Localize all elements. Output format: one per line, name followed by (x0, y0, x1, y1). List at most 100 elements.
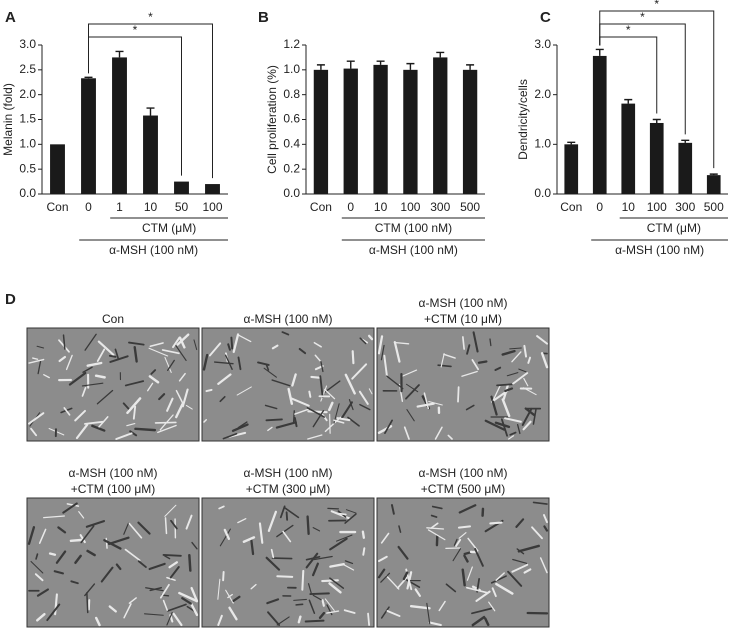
cell (324, 380, 341, 393)
cell (148, 347, 169, 357)
cell (531, 526, 543, 540)
cell (404, 578, 421, 588)
cell (157, 424, 177, 434)
cell (471, 615, 486, 627)
cell (494, 421, 511, 429)
cell (265, 418, 283, 422)
cell (401, 369, 418, 378)
cell (532, 501, 548, 505)
cell (107, 536, 130, 546)
cell (150, 369, 157, 375)
cell (462, 336, 465, 350)
cell (279, 505, 286, 519)
cell (74, 409, 86, 422)
cell (62, 502, 78, 514)
cell (166, 576, 176, 581)
cell (43, 374, 50, 379)
cell (301, 569, 305, 591)
cell (222, 432, 238, 440)
cell (329, 577, 345, 589)
significance-label: * (654, 0, 659, 11)
cell (428, 621, 442, 627)
cell (128, 597, 137, 604)
cell (167, 359, 175, 372)
y-axis-label: Dendricity/cells (516, 79, 530, 160)
micrograph-caption: α-MSH (100 nM) (419, 466, 508, 480)
cell (489, 521, 503, 525)
cell (511, 351, 522, 363)
cell (276, 524, 294, 538)
cell (377, 568, 386, 579)
cell (396, 576, 408, 589)
error-bar (316, 64, 325, 70)
cell (167, 603, 187, 612)
cell (169, 565, 180, 579)
cell (490, 575, 507, 584)
cell (507, 570, 523, 587)
significance-bracket (88, 36, 182, 176)
cell (178, 591, 198, 603)
cell (336, 534, 353, 542)
cell (467, 537, 479, 552)
panel-label: D (5, 291, 16, 308)
error-bar (346, 60, 355, 69)
cell (97, 340, 115, 356)
y-tick-label: 0.0 (534, 186, 551, 200)
cell (463, 554, 469, 563)
cell (501, 349, 516, 356)
cell (351, 363, 368, 380)
cell (511, 563, 529, 573)
bar (205, 184, 220, 194)
error-bar (376, 60, 385, 65)
cell (159, 583, 170, 599)
cell (345, 509, 357, 514)
cell (437, 364, 452, 368)
cell (203, 419, 208, 423)
y-tick-label: 2.0 (19, 87, 36, 101)
cell (270, 548, 275, 559)
cell (68, 371, 87, 386)
cell (509, 431, 517, 436)
cell (96, 389, 114, 405)
panel-label: C (540, 9, 551, 26)
cell (359, 403, 371, 411)
cell (86, 549, 96, 557)
cell (109, 355, 129, 363)
cell (53, 570, 64, 575)
cell (405, 383, 419, 393)
x-tick-label: 300 (675, 200, 695, 214)
cell (281, 331, 290, 336)
bar (143, 115, 158, 194)
cell (58, 355, 67, 363)
x-tick-label: 100 (202, 200, 222, 214)
cell (137, 560, 147, 568)
cell (114, 348, 120, 360)
cell (123, 522, 129, 535)
error-bar (709, 173, 718, 176)
cell (217, 578, 221, 600)
cell (86, 361, 103, 367)
cell (65, 354, 73, 371)
cell (46, 603, 61, 622)
cell (426, 527, 445, 530)
cell (495, 572, 505, 582)
cell (393, 341, 401, 363)
cell (217, 373, 232, 385)
cell (310, 375, 321, 379)
cell (338, 512, 347, 516)
bar (621, 103, 636, 194)
micrograph-caption: +CTM (300 μM) (246, 482, 331, 496)
cell (285, 511, 289, 521)
cell (368, 388, 373, 395)
y-tick-label: 0.0 (19, 186, 36, 200)
bar (373, 64, 388, 194)
cell (219, 395, 226, 403)
cell (86, 592, 89, 614)
cell (393, 341, 410, 345)
group-label: CTM (μM) (142, 221, 196, 235)
cell (34, 573, 44, 582)
cell (293, 598, 307, 601)
cell (329, 537, 348, 551)
micrograph-caption: +CTM (100 μM) (71, 482, 156, 496)
cell (96, 348, 106, 362)
